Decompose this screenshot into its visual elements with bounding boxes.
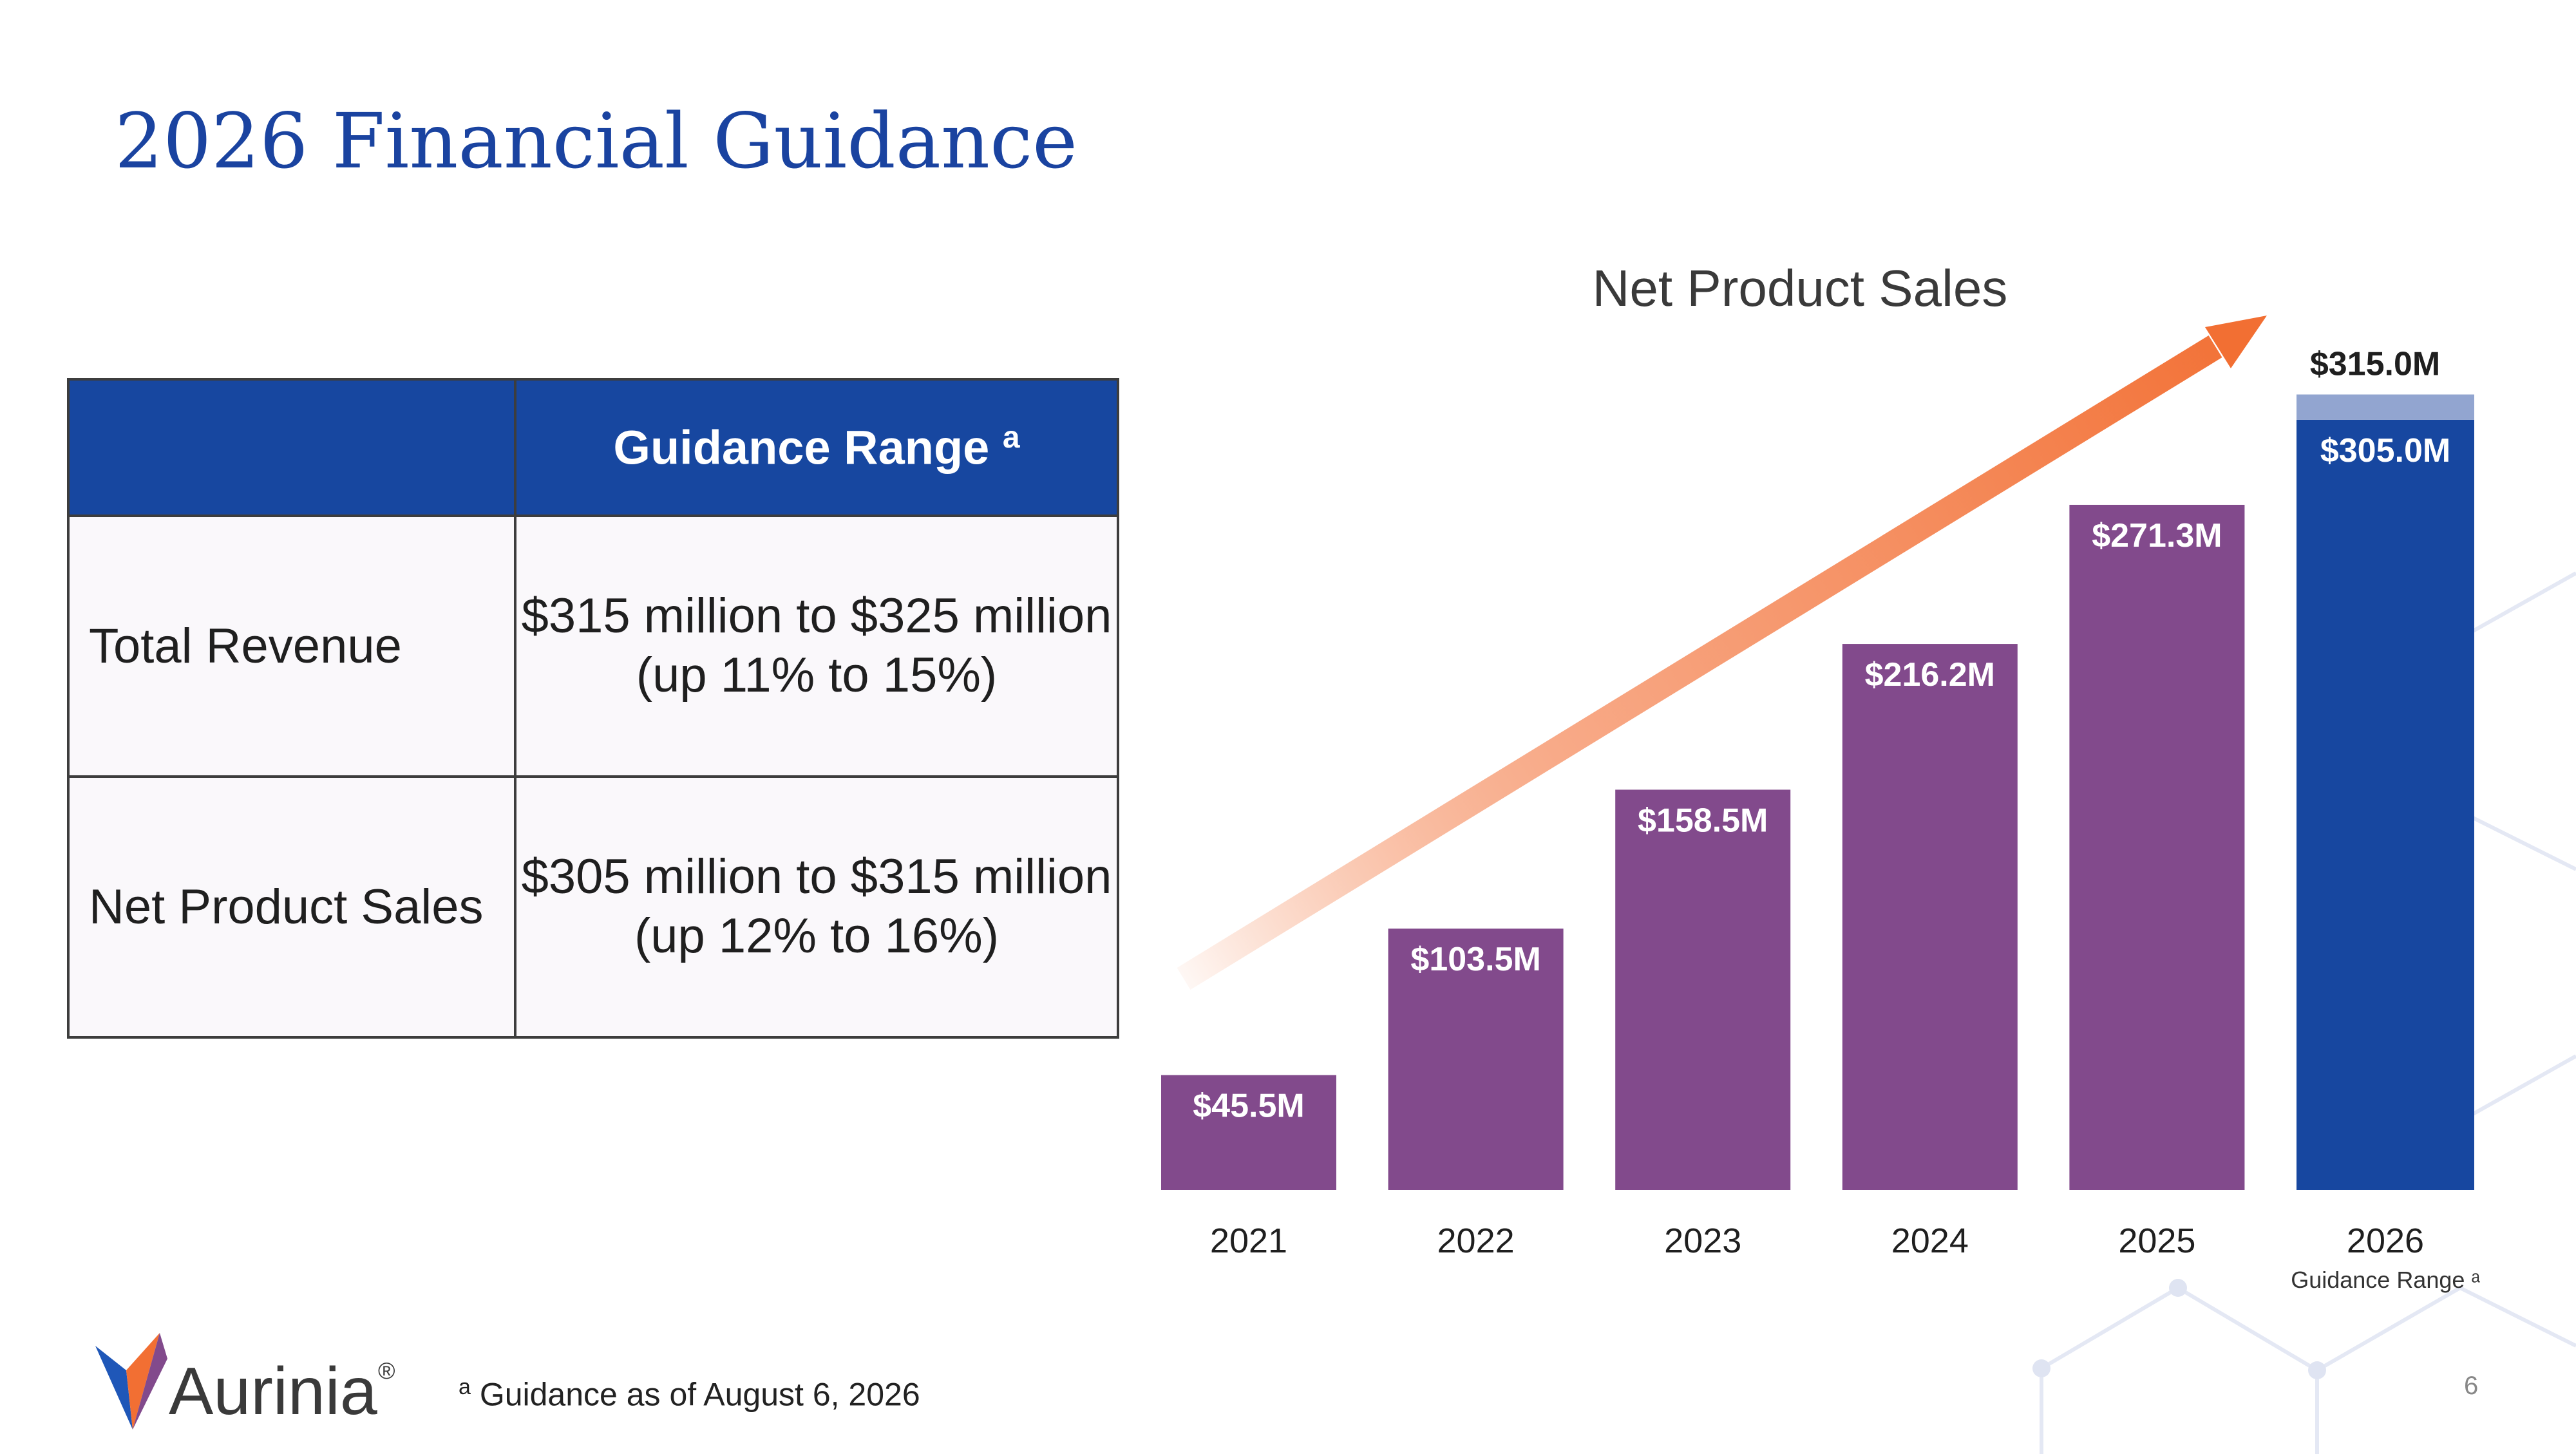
x-tick-sublabel-2026: Guidance Range ᵃ — [2291, 1267, 2480, 1293]
bar-labels-group: $45.5M $103.5M $158.5M $216.2M $271.3M $305.0… — [1193, 346, 2450, 1125]
chart-title: Net Product Sales — [1593, 260, 2008, 317]
x-tick-2024: 2024 — [1891, 1222, 1969, 1260]
row-value-line1: $315 million to $325 million — [521, 589, 1112, 644]
x-tick-2025: 2025 — [2118, 1222, 2195, 1260]
bar-range-top-label: $315.0M — [2310, 346, 2440, 383]
table-header-row: Guidance Range a — [67, 378, 1119, 517]
bar-label-2025: $271.3M — [2092, 517, 2222, 554]
slide-title: 2026 Financial Guidance — [115, 97, 1077, 185]
guidance-table: Guidance Range a Total Revenue $315 mill… — [67, 378, 1119, 1039]
bar-range-top-2026 — [2297, 394, 2474, 420]
page-number: 6 — [2464, 1372, 2479, 1400]
row-value-line1: $305 million to $315 million — [521, 849, 1112, 905]
bar-2026 — [2297, 419, 2474, 1190]
bars-group — [1161, 394, 2474, 1190]
x-tick-labels-group: 2021 2022 2023 2024 2025 2026 Guidance Range ᵃ — [1210, 1222, 2480, 1293]
bar-label-2023: $158.5M — [1638, 802, 1768, 839]
table-header-superscript: a — [1002, 420, 1020, 455]
x-tick-2021: 2021 — [1210, 1222, 1287, 1260]
row-label-total-revenue: Total Revenue — [67, 514, 516, 778]
row-value-line2: (up 11% to 15%) — [636, 648, 998, 703]
row-label-net-product-sales: Net Product Sales — [67, 775, 516, 1039]
x-tick-2026: 2026 — [2347, 1222, 2424, 1260]
row-value-net-product-sales: $305 million to $315 million (up 12% to … — [514, 775, 1119, 1039]
aurinia-logo-icon — [95, 1333, 167, 1430]
trend-arrow — [1177, 316, 2267, 990]
footnote-text: Guidance as of August 6, 2026 — [470, 1376, 920, 1413]
bar-2021 — [1161, 1075, 1336, 1190]
table-header-cell: Guidance Range a — [514, 378, 1119, 517]
table-header-empty-cell — [67, 378, 516, 517]
bar-label-2024: $216.2M — [1865, 656, 1995, 694]
bar-label-2022: $103.5M — [1410, 941, 1540, 978]
footnote-marker: a — [459, 1375, 471, 1399]
table-row: Total Revenue $315 million to $325 milli… — [67, 514, 1119, 778]
bar-2024 — [1842, 644, 2018, 1190]
x-tick-2022: 2022 — [1437, 1222, 1515, 1260]
background-network-nodes — [2032, 1279, 2326, 1379]
bar-2023 — [1615, 789, 1791, 1190]
bar-2025 — [2069, 504, 2245, 1190]
bar-label-2021: $45.5M — [1193, 1088, 1304, 1125]
table-header-label: Guidance Range — [613, 420, 990, 475]
logo-registered-mark: ® — [378, 1357, 395, 1384]
x-tick-2023: 2023 — [1664, 1222, 1741, 1260]
bar-label-2026: $305.0M — [2320, 432, 2450, 469]
row-value-line2: (up 12% to 16%) — [634, 909, 999, 964]
row-value-total-revenue: $315 million to $325 million (up 11% to … — [514, 514, 1119, 778]
logo-text: Aurinia — [169, 1354, 377, 1429]
bar-2022 — [1388, 929, 1564, 1190]
footnote: a Guidance as of August 6, 2026 — [459, 1375, 920, 1413]
table-row: Net Product Sales $305 million to $315 m… — [67, 775, 1119, 1039]
